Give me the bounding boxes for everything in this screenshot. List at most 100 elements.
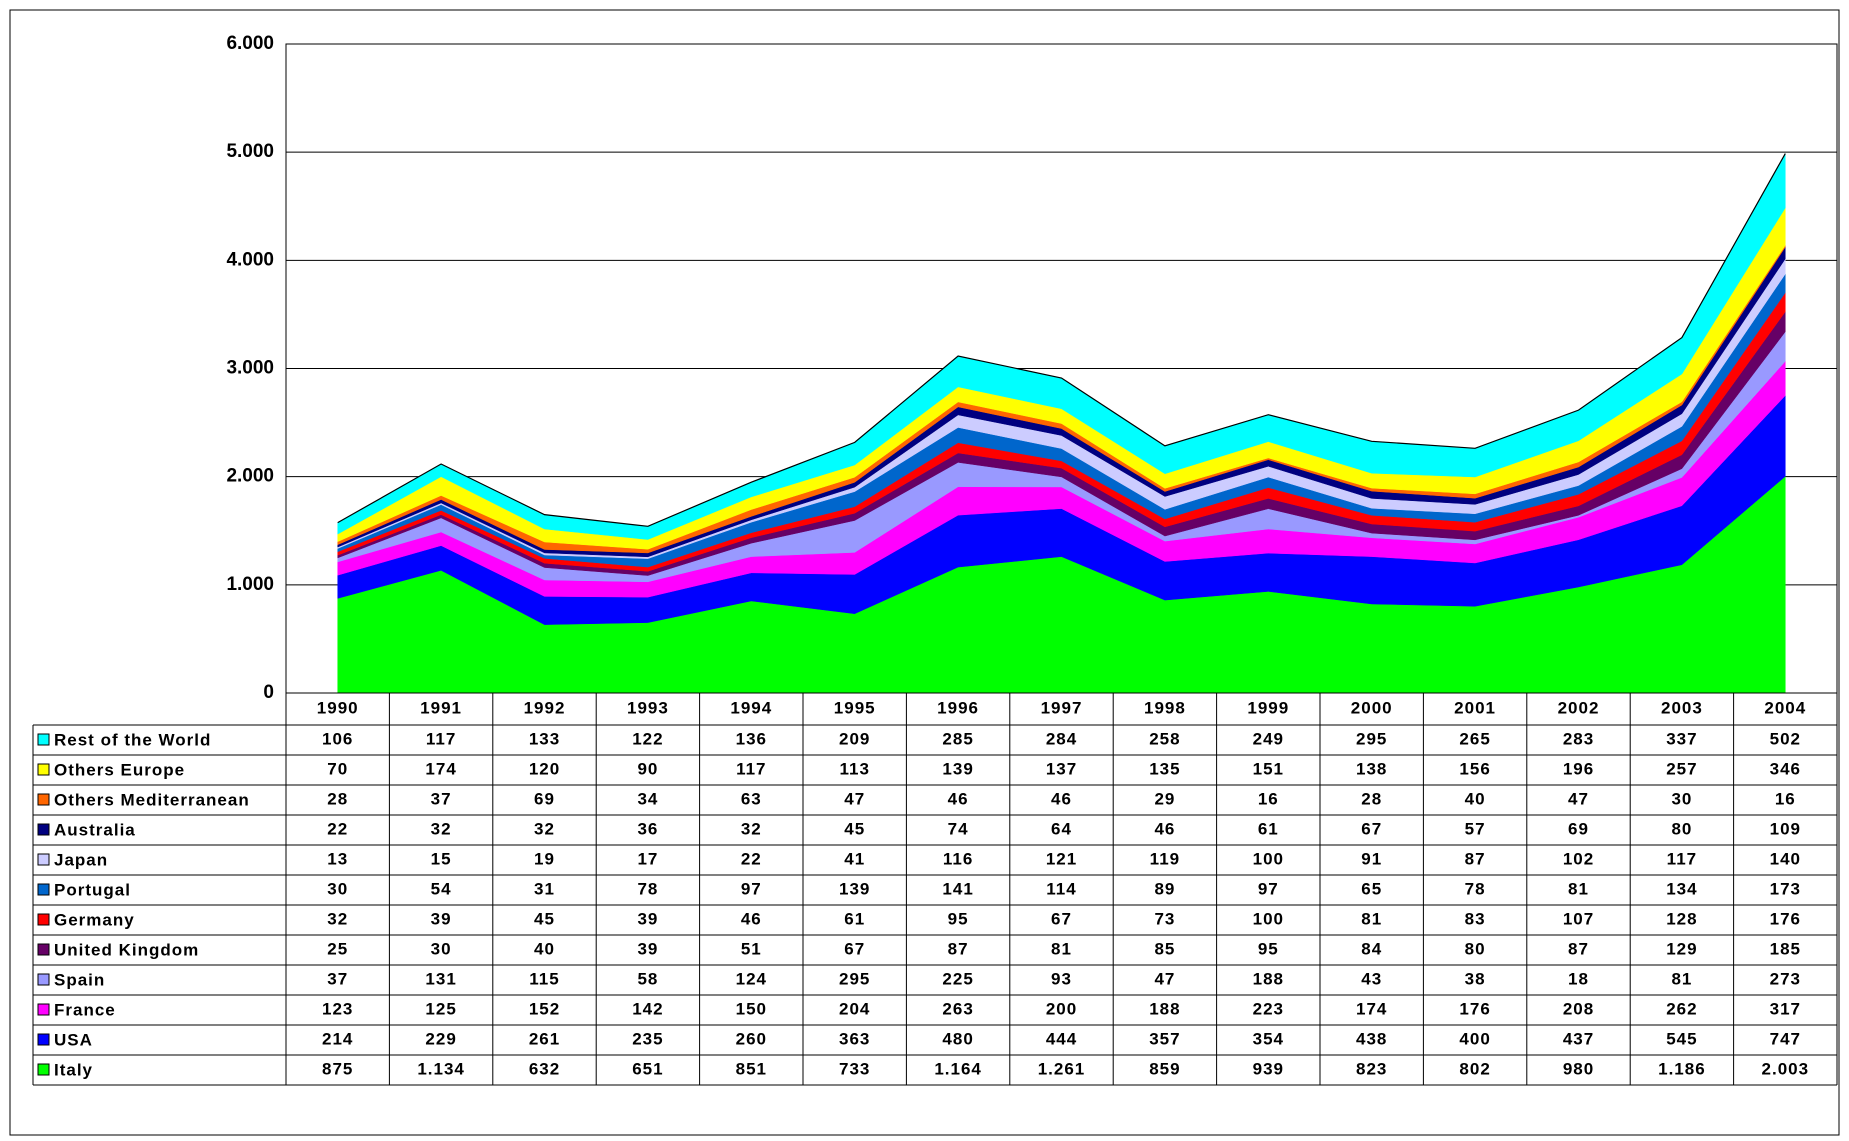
table-value: 13 xyxy=(327,849,348,868)
table-value: 65 xyxy=(1361,879,1382,898)
table-value: 875 xyxy=(322,1059,353,1078)
legend-label: USA xyxy=(54,1030,93,1049)
table-value: 139 xyxy=(942,759,973,778)
legend-label: France xyxy=(54,1000,116,1019)
y-tick-label: 1.000 xyxy=(226,574,274,595)
legend-label: Germany xyxy=(54,910,135,929)
table-value: 34 xyxy=(637,789,658,808)
legend-swatch xyxy=(37,913,50,926)
table-value: 32 xyxy=(431,819,452,838)
table-value: 128 xyxy=(1666,909,1697,928)
table-value: 823 xyxy=(1356,1059,1387,1078)
table-value: 95 xyxy=(1258,939,1279,958)
table-value: 47 xyxy=(1154,969,1175,988)
table-value: 100 xyxy=(1253,849,1284,868)
table-value: 45 xyxy=(844,819,865,838)
table-value: 19 xyxy=(534,849,555,868)
legend-label: Italy xyxy=(54,1060,93,1079)
table-value: 97 xyxy=(741,879,762,898)
table-value: 196 xyxy=(1563,759,1594,778)
table-value: 1.134 xyxy=(417,1059,465,1078)
legend-swatch xyxy=(37,853,50,866)
table-value: 109 xyxy=(1770,819,1801,838)
table-value: 225 xyxy=(942,969,973,988)
x-tick-label: 1992 xyxy=(524,698,566,717)
table-value: 45 xyxy=(534,909,555,928)
table-value: 295 xyxy=(839,969,870,988)
table-value: 40 xyxy=(534,939,555,958)
table-value: 37 xyxy=(327,969,348,988)
table-value: 141 xyxy=(942,879,973,898)
table-value: 29 xyxy=(1154,789,1175,808)
table-value: 283 xyxy=(1563,729,1594,748)
table-value: 57 xyxy=(1465,819,1486,838)
x-tick-label: 1998 xyxy=(1144,698,1186,717)
table-value: 137 xyxy=(1046,759,1077,778)
table-value: 38 xyxy=(1465,969,1486,988)
legend-swatch xyxy=(37,973,50,986)
table-value: 176 xyxy=(1459,999,1490,1018)
table-value: 284 xyxy=(1046,729,1077,748)
table-value: 70 xyxy=(327,759,348,778)
chart-border xyxy=(9,9,1840,1136)
table-value: 651 xyxy=(632,1059,663,1078)
table-value: 204 xyxy=(839,999,870,1018)
table-value: 337 xyxy=(1666,729,1697,748)
table-value: 1.164 xyxy=(934,1059,982,1078)
table-value: 69 xyxy=(534,789,555,808)
table-value: 87 xyxy=(1465,849,1486,868)
table-value: 124 xyxy=(736,969,767,988)
table-value: 273 xyxy=(1770,969,1801,988)
legend-label: Others Mediterranean xyxy=(54,790,250,809)
table-value: 438 xyxy=(1356,1029,1387,1048)
table-value: 129 xyxy=(1666,939,1697,958)
table-value: 107 xyxy=(1563,909,1594,928)
table-value: 32 xyxy=(327,909,348,928)
table-value: 444 xyxy=(1046,1029,1077,1048)
table-value: 139 xyxy=(839,879,870,898)
table-value: 437 xyxy=(1563,1029,1594,1048)
legend-swatch xyxy=(37,793,50,806)
table-value: 257 xyxy=(1666,759,1697,778)
table-value: 152 xyxy=(529,999,560,1018)
table-value: 136 xyxy=(736,729,767,748)
table-value: 31 xyxy=(534,879,555,898)
table-value: 47 xyxy=(844,789,865,808)
table-value: 354 xyxy=(1253,1029,1284,1048)
table-value: 100 xyxy=(1253,909,1284,928)
x-tick-label: 1991 xyxy=(420,698,462,717)
table-value: 97 xyxy=(1258,879,1279,898)
y-tick-label: 5.000 xyxy=(226,141,274,162)
table-value: 480 xyxy=(942,1029,973,1048)
table-value: 2.003 xyxy=(1762,1059,1810,1078)
table-value: 39 xyxy=(637,939,658,958)
table-value: 84 xyxy=(1361,939,1382,958)
table-value: 37 xyxy=(431,789,452,808)
table-value: 67 xyxy=(1051,909,1072,928)
legend-swatch xyxy=(37,763,50,776)
table-value: 95 xyxy=(948,909,969,928)
table-value: 939 xyxy=(1253,1059,1284,1078)
table-value: 89 xyxy=(1154,879,1175,898)
table-value: 363 xyxy=(839,1029,870,1048)
legend-label: United Kingdom xyxy=(54,940,199,959)
table-value: 134 xyxy=(1666,879,1697,898)
table-value: 46 xyxy=(1051,789,1072,808)
legend-label: Australia xyxy=(54,820,136,839)
table-value: 80 xyxy=(1671,819,1692,838)
table-value: 176 xyxy=(1770,909,1801,928)
table-value: 208 xyxy=(1563,999,1594,1018)
table-value: 46 xyxy=(1154,819,1175,838)
total-outline xyxy=(337,153,1786,527)
table-value: 83 xyxy=(1465,909,1486,928)
table-value: 135 xyxy=(1149,759,1180,778)
x-tick-label: 2000 xyxy=(1351,698,1393,717)
table-value: 632 xyxy=(529,1059,560,1078)
table-value: 545 xyxy=(1666,1029,1697,1048)
x-tick-label: 2001 xyxy=(1454,698,1496,717)
table-value: 138 xyxy=(1356,759,1387,778)
table-value: 120 xyxy=(529,759,560,778)
table-value: 81 xyxy=(1361,909,1382,928)
table-value: 46 xyxy=(741,909,762,928)
table-value: 16 xyxy=(1775,789,1796,808)
